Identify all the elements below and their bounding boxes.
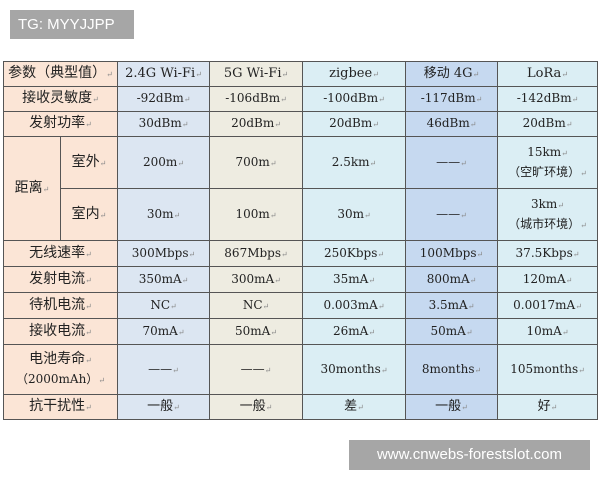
row-label: 室内 <box>59 188 119 241</box>
cell: 一般 <box>117 394 211 420</box>
cell: 8months <box>405 344 499 395</box>
cell: 3km（城市环境） <box>497 188 599 241</box>
cell: 100m <box>209 188 304 241</box>
cell: 26mA <box>302 318 407 345</box>
table-row: 待机电流 NC NC 0.003mA 3.5mA 0.0017mA <box>2 292 599 319</box>
protocol-comparison-table: 参数（典型值） 2.4G Wi-Fi 5G Wi-Fi zigbee 移动 4G… <box>2 61 599 420</box>
cell: -142dBm <box>497 86 599 112</box>
cell: 10mA <box>497 318 599 345</box>
cell: NC <box>209 292 304 319</box>
table-row: 接收电流 70mA 50mA 26mA 50mA 10mA <box>2 318 599 345</box>
table-row-indoor: 室内 30m 100m 30m —— 3km（城市环境） <box>4 188 599 241</box>
cell: 120mA <box>497 266 599 293</box>
header-wifi5: 5G Wi-Fi <box>209 61 304 87</box>
table-row-outdoor: 距离 室外 200m 700m 2.5km —— 15km（空旷环境） <box>3 136 599 241</box>
row-label: 待机电流 <box>2 292 119 319</box>
cell: 250Kbps <box>302 240 407 267</box>
cell: 50mA <box>405 318 499 345</box>
table-row-interference: 抗干扰性 一般 一般 差 一般 好 <box>2 394 599 420</box>
cell: —— <box>209 344 304 395</box>
cell: 一般 <box>405 394 499 420</box>
cell: —— <box>405 188 499 241</box>
tg-label: TG: MYYJJPP <box>10 10 134 39</box>
cell: 3.5mA <box>405 292 499 319</box>
header-zigbee: zigbee <box>302 61 407 87</box>
cell: 50mA <box>209 318 304 345</box>
cell: -117dBm <box>405 86 499 112</box>
row-label: 室外 <box>59 136 119 189</box>
header-row: 参数（典型值） 2.4G Wi-Fi 5G Wi-Fi zigbee 移动 4G… <box>2 61 599 87</box>
cell: 300Mbps <box>117 240 211 267</box>
header-lora: LoRa <box>497 61 599 87</box>
header-param: 参数（典型值） <box>2 61 119 87</box>
header-wifi24: 2.4G Wi-Fi <box>117 61 211 87</box>
header-4g: 移动 4G <box>405 61 499 87</box>
cell: NC <box>117 292 211 319</box>
cell: 105months <box>497 344 599 395</box>
cell: 100Mbps <box>405 240 499 267</box>
cell: 差 <box>302 394 407 420</box>
table-row-battery: 电池寿命（2000mAh） —— —— 30months 8months 105… <box>2 344 599 395</box>
cell: 一般 <box>209 394 304 420</box>
cell: 20dBm <box>209 111 304 137</box>
cell: 37.5Kbps <box>497 240 599 267</box>
row-label: 发射功率 <box>2 111 119 137</box>
row-label: 电池寿命（2000mAh） <box>2 344 119 395</box>
row-label: 接收电流 <box>2 318 119 345</box>
cell: 300mA <box>209 266 304 293</box>
cell: 200m <box>117 136 211 189</box>
cell: -106dBm <box>209 86 304 112</box>
cell: -100dBm <box>302 86 407 112</box>
row-label: 接收灵敏度 <box>2 86 119 112</box>
cell: 70mA <box>117 318 211 345</box>
cell: 35mA <box>302 266 407 293</box>
cell: 好 <box>497 394 599 420</box>
cell: 867Mbps <box>209 240 304 267</box>
watermark: www.cnwebs-forestslot.com <box>349 440 590 470</box>
cell: 20dBm <box>302 111 407 137</box>
cell: —— <box>405 136 499 189</box>
table-row: 接收灵敏度 -92dBm -106dBm -100dBm -117dBm -14… <box>2 86 599 112</box>
cell: 30m <box>117 188 211 241</box>
cell: 0.0017mA <box>497 292 599 319</box>
cell: 20dBm <box>497 111 599 137</box>
cell: 350mA <box>117 266 211 293</box>
table-row: 发射功率 30dBm 20dBm 20dBm 46dBm 20dBm <box>2 111 599 137</box>
cell: 2.5km <box>302 136 407 189</box>
row-label: 抗干扰性 <box>2 394 119 420</box>
cell: 0.003mA <box>302 292 407 319</box>
row-label: 发射电流 <box>2 266 119 293</box>
table-row: 发射电流 350mA 300mA 35mA 800mA 120mA <box>2 266 599 293</box>
cell: 15km（空旷环境） <box>497 136 599 189</box>
cell: -92dBm <box>117 86 211 112</box>
distance-label: 距离 <box>3 136 61 241</box>
cell: 700m <box>209 136 304 189</box>
cell: —— <box>117 344 211 395</box>
table-row: 无线速率 300Mbps 867Mbps 250Kbps 100Mbps 37.… <box>2 240 599 267</box>
cell: 30months <box>302 344 407 395</box>
cell: 30dBm <box>117 111 211 137</box>
cell: 46dBm <box>405 111 499 137</box>
cell: 30m <box>302 188 407 241</box>
cell: 800mA <box>405 266 499 293</box>
row-label: 无线速率 <box>2 240 119 267</box>
